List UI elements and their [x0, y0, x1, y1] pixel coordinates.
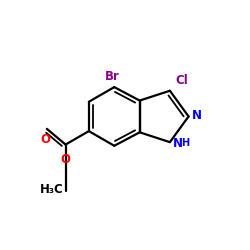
Text: N: N — [192, 109, 202, 122]
Text: H₃C: H₃C — [40, 183, 63, 196]
Text: Br: Br — [105, 70, 120, 83]
Text: N: N — [173, 137, 183, 150]
Text: O: O — [41, 133, 51, 146]
Text: Cl: Cl — [175, 74, 188, 87]
Text: H: H — [181, 138, 189, 148]
Text: O: O — [60, 153, 70, 166]
